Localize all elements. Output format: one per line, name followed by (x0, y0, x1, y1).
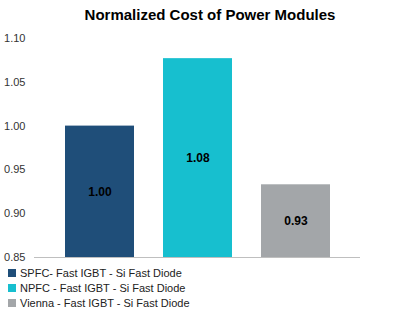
svg-text:0.90: 0.90 (4, 207, 25, 219)
html-text:NPFC - Fast IGBT - Si Fast Dio: NPFC - Fast IGBT - Si Fast Diode (20, 281, 186, 294)
svg-text:1.00: 1.00 (4, 120, 25, 132)
svg-text:0.93: 0.93 (284, 214, 308, 228)
html-text:Normalized Cost of Power Modul: Normalized Cost of Power Modules (84, 6, 336, 23)
svg-text:1.05: 1.05 (4, 76, 25, 88)
svg-text:1.10: 1.10 (4, 32, 25, 44)
html-text:SPFC- Fast IGBT - Si Fast Diod: SPFC- Fast IGBT - Si Fast Diode (20, 266, 182, 279)
svg-text:1.08: 1.08 (186, 151, 210, 165)
svg-text:1.00: 1.00 (88, 185, 112, 199)
svg-text:0.95: 0.95 (4, 163, 25, 175)
svg-text:0.85: 0.85 (4, 251, 25, 263)
html-text:Vienna - Fast IGBT - Si Fast D: Vienna - Fast IGBT - Si Fast Diode (20, 296, 190, 309)
